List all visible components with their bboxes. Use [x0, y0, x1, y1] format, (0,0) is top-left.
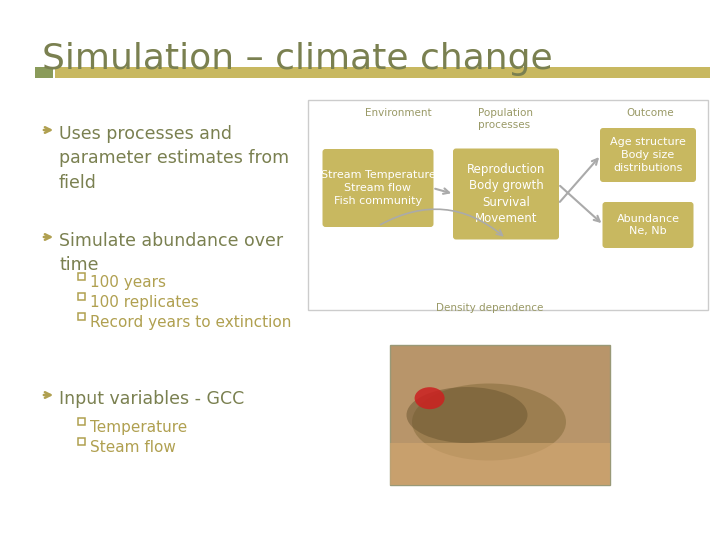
FancyBboxPatch shape [603, 202, 693, 248]
Text: Record years to extinction: Record years to extinction [90, 315, 292, 330]
Text: Abundance
Ne, Nb: Abundance Ne, Nb [616, 214, 680, 237]
Text: Uses processes and
parameter estimates from
field: Uses processes and parameter estimates f… [59, 125, 289, 192]
FancyBboxPatch shape [600, 128, 696, 182]
Text: Steam flow: Steam flow [90, 440, 176, 455]
Ellipse shape [407, 387, 528, 443]
Text: Age structure
Body size
distributions: Age structure Body size distributions [610, 137, 686, 173]
Text: 100 replicates: 100 replicates [90, 295, 199, 310]
Text: Stream Temperature
Stream flow
Fish community: Stream Temperature Stream flow Fish comm… [320, 170, 436, 206]
Bar [78, 313, 85, 320]
Bar [55, 67, 710, 78]
Bar [78, 438, 85, 445]
Text: 100 years: 100 years [90, 275, 166, 290]
Text: Temperature: Temperature [90, 420, 187, 435]
Text: Environment: Environment [365, 108, 431, 118]
Text: Input variables - GCC: Input variables - GCC [59, 390, 244, 408]
Bar [390, 345, 610, 485]
Ellipse shape [415, 387, 445, 409]
Text: Reproduction
Body growth
Survival
Movement: Reproduction Body growth Survival Moveme… [467, 163, 545, 225]
Text: Simulate abundance over
time: Simulate abundance over time [59, 232, 283, 274]
Bar [390, 443, 610, 485]
FancyBboxPatch shape [323, 149, 433, 227]
Bar [35, 67, 53, 78]
Bar [78, 418, 85, 425]
Bar [78, 273, 85, 280]
Text: Outcome: Outcome [626, 108, 674, 118]
FancyBboxPatch shape [453, 148, 559, 240]
Ellipse shape [412, 383, 566, 461]
Bar [78, 293, 85, 300]
Bar [308, 100, 708, 310]
Text: Simulation – climate change: Simulation – climate change [42, 42, 553, 76]
Text: Population
processes: Population processes [478, 108, 533, 130]
Text: Density dependence: Density dependence [436, 303, 544, 313]
